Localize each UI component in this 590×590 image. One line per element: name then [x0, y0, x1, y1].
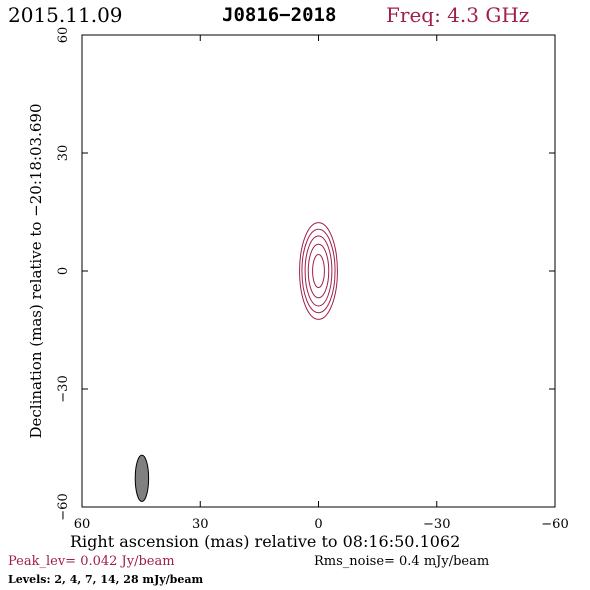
observation-date: 2015.11.09 [8, 3, 123, 27]
source-name: J0816−2018 [222, 4, 337, 26]
y-tick-label: −30 [56, 375, 71, 402]
y-axis-label: Declination (mas) relative to −20:18:03.… [27, 103, 45, 438]
x-tick-label: −60 [541, 517, 568, 532]
x-tick-label: 30 [192, 517, 209, 532]
peak-level: Peak_lev= 0.042 Jy/beam [8, 554, 175, 569]
contour-levels: Levels: 2, 4, 7, 14, 28 mJy/beam [8, 573, 204, 586]
contour-level-7 [304, 235, 333, 307]
beam-ellipse [134, 454, 150, 502]
y-tick-label: −60 [56, 493, 71, 520]
x-tick-label: 0 [314, 517, 322, 532]
tick-label-group: 60 30 0 −30 −60 −60 −30 0 30 60 [56, 27, 569, 532]
frequency-label: Freq: 4.3 GHz [386, 3, 530, 27]
plot-frame [81, 34, 556, 508]
rms-noise: Rms_noise= 0.4 mJy/beam [314, 554, 490, 569]
contour-level-28 [312, 253, 325, 289]
contour-level-14 [307, 243, 330, 299]
contour-group [299, 222, 338, 320]
x-tick-label: 60 [74, 517, 91, 532]
x-tick-label: −30 [423, 517, 450, 532]
contour-level-4 [301, 228, 336, 314]
beam-group [134, 454, 150, 502]
y-tick-label: 0 [56, 267, 71, 275]
contour-level-2 [299, 222, 338, 320]
y-tick-label: 60 [56, 27, 71, 44]
x-axis-label: Right ascension (mas) relative to 08:16:… [70, 532, 461, 551]
axis-ticks [81, 34, 556, 508]
y-tick-label: 30 [56, 145, 71, 162]
